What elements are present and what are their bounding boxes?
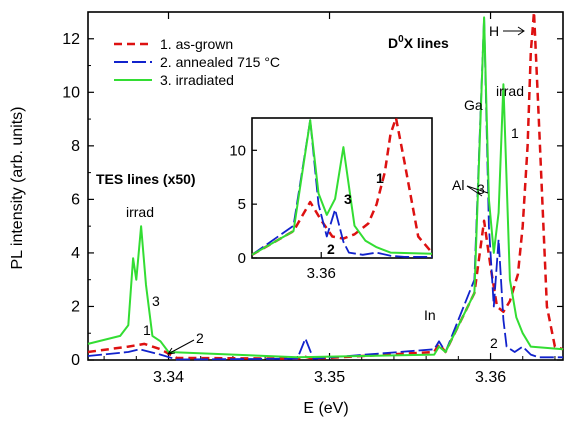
legend-label-annealed: 2. annealed 715 °C xyxy=(160,54,280,70)
label-2-right: 2 xyxy=(490,335,498,351)
inset-series-line-irradiated xyxy=(251,119,433,256)
annotation-al: Al xyxy=(452,177,464,193)
d0x-superscript: 0 xyxy=(398,34,404,45)
inset-x-tick-label: 3.36 xyxy=(307,265,336,282)
inset-series-line-as-grown xyxy=(251,116,434,256)
label-3-right: 3 xyxy=(477,181,485,197)
inset-y-tick-label: 5 xyxy=(238,196,246,213)
x-axis-ticks: 3.34 3.35 3.36 xyxy=(103,12,556,386)
x-axis-title: E (eV) xyxy=(303,400,348,417)
y-tick-label: 10 xyxy=(62,84,80,101)
y-tick-label: 6 xyxy=(71,191,80,208)
annotation-h: H xyxy=(489,23,499,39)
x-tick-label: 3.34 xyxy=(153,369,184,386)
legend: 1. as-grown 2. annealed 715 °C 3. irradi… xyxy=(114,36,280,88)
d0x-suffix: X lines xyxy=(404,35,449,51)
label-1-left: 1 xyxy=(143,322,151,338)
label-2-left: 2 xyxy=(196,330,204,346)
inset-label-3: 3 xyxy=(344,191,352,207)
annotation-arrows xyxy=(166,26,525,355)
arrow-h xyxy=(503,26,525,36)
inset-label-1: 1 xyxy=(376,170,384,186)
series-line-as-grown xyxy=(87,10,564,360)
y-tick-label: 0 xyxy=(71,352,80,369)
inset-label-2: 2 xyxy=(327,241,335,257)
inset-y-tick-label: 10 xyxy=(229,142,246,159)
inset-y-tick-label: 0 xyxy=(238,250,246,267)
y-tick-label: 8 xyxy=(71,138,80,155)
arrow-al-1 xyxy=(466,185,483,197)
x-tick-label: 3.36 xyxy=(475,369,506,386)
legend-label-irradiated: 3. irradiated xyxy=(160,72,234,88)
inset-ticks: 0 5 10 3.36 xyxy=(229,142,336,282)
inset: 0 5 10 3.36 1 2 3 xyxy=(229,116,434,282)
annotation-ga: Ga xyxy=(464,97,483,113)
label-1-right: 1 xyxy=(511,125,519,141)
d0x-prefix: D xyxy=(388,35,398,51)
plot-frame xyxy=(87,11,564,361)
arrow-al-2 xyxy=(466,185,489,194)
annotation-d0x-lines: D0X lines xyxy=(388,34,449,51)
annotation-in: In xyxy=(424,307,436,323)
legend-label-as-grown: 1. as-grown xyxy=(160,36,233,52)
label-3-left: 3 xyxy=(152,293,160,309)
x-tick-label: 3.35 xyxy=(314,369,345,386)
annotation-irrad-right: irrad xyxy=(496,83,524,99)
annotation-tes-lines: TES lines (x50) xyxy=(96,171,196,187)
y-tick-label: 2 xyxy=(71,298,80,315)
y-tick-label: 4 xyxy=(71,245,80,262)
annotation-irrad-left: irrad xyxy=(126,204,154,220)
y-tick-label: 12 xyxy=(62,31,80,48)
inset-series-lines xyxy=(251,116,434,258)
series-line-irradiated xyxy=(87,16,564,359)
arrow-2-left xyxy=(166,339,195,355)
y-axis-title: PL intensity (arb. units) xyxy=(9,106,26,269)
series-lines xyxy=(87,10,564,361)
